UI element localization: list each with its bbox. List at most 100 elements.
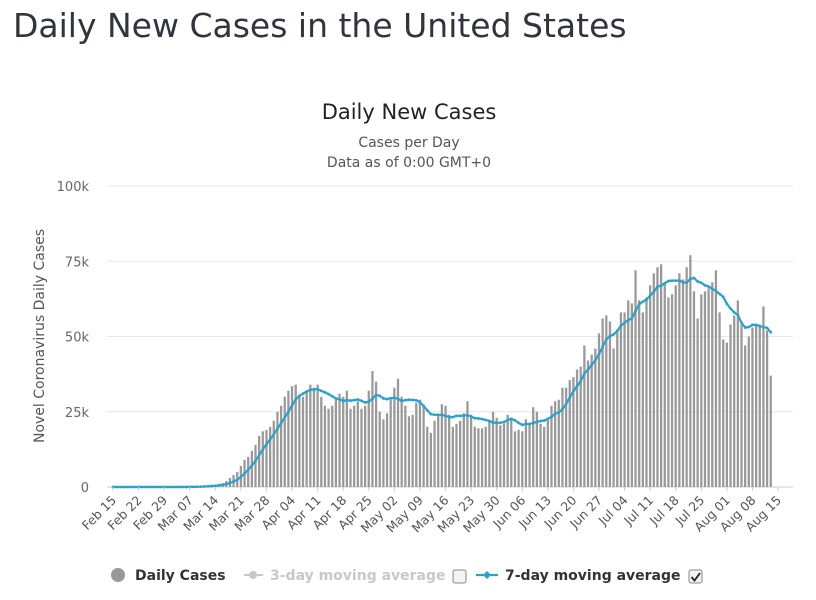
bar-daily-cases — [258, 435, 261, 487]
bar-daily-cases — [564, 387, 568, 487]
point-7-day-moving-average — [462, 414, 466, 418]
point-7-day-moving-average — [429, 412, 433, 416]
checkbox-3-day-moving-average[interactable] — [452, 569, 467, 584]
point-7-day-moving-average — [597, 352, 601, 356]
bar-daily-cases — [579, 366, 582, 487]
point-7-day-moving-average — [308, 388, 312, 392]
point-7-day-moving-average — [272, 432, 276, 436]
point-7-day-moving-average — [319, 389, 323, 393]
point-7-day-moving-average — [436, 413, 440, 417]
point-7-day-moving-average — [312, 387, 316, 391]
point-7-day-moving-average — [656, 285, 659, 289]
point-7-day-moving-average — [151, 485, 155, 489]
bar-daily-cases — [696, 318, 699, 487]
bar-daily-cases — [312, 387, 316, 487]
bar-daily-cases — [714, 270, 718, 487]
bar-daily-cases — [583, 345, 586, 487]
point-7-day-moving-average — [699, 281, 703, 285]
bar-daily-cases — [747, 336, 750, 487]
bar-daily-cases — [363, 405, 367, 487]
point-7-day-moving-average — [667, 279, 670, 283]
bar-daily-cases — [415, 402, 418, 487]
bar-daily-cases — [532, 407, 535, 487]
point-7-day-moving-average — [444, 414, 447, 418]
point-7-day-moving-average — [360, 399, 363, 403]
bar-daily-cases — [590, 354, 593, 487]
point-7-day-moving-average — [714, 289, 718, 293]
point-7-day-moving-average — [498, 421, 502, 425]
point-7-day-moving-average — [206, 484, 210, 488]
bar-daily-cases — [513, 431, 517, 487]
bar-daily-cases — [616, 330, 619, 487]
point-7-day-moving-average — [181, 485, 184, 489]
point-7-day-moving-average — [681, 280, 685, 284]
y-tick-label: 25k — [65, 406, 90, 421]
bar-daily-cases — [510, 417, 513, 487]
bar-daily-cases — [652, 273, 655, 487]
point-7-day-moving-average — [191, 485, 195, 489]
point-7-day-moving-average — [762, 325, 765, 329]
bar-daily-cases — [407, 416, 411, 487]
bar-daily-cases — [557, 399, 560, 487]
point-7-day-moving-average — [626, 318, 630, 322]
point-7-day-moving-average — [411, 398, 415, 402]
point-7-day-moving-average — [122, 485, 126, 489]
point-7-day-moving-average — [579, 379, 583, 383]
point-7-day-moving-average — [363, 401, 367, 404]
bar-daily-cases — [674, 285, 677, 487]
point-7-day-moving-average — [509, 417, 513, 421]
y-tick-label: 100k — [57, 180, 90, 195]
bar-daily-cases — [400, 396, 403, 487]
point-7-day-moving-average — [648, 294, 652, 298]
point-7-day-moving-average — [590, 363, 594, 367]
point-7-day-moving-average — [217, 483, 221, 487]
point-7-day-moving-average — [177, 485, 181, 489]
point-7-day-moving-average — [718, 292, 721, 296]
point-7-day-moving-average — [228, 481, 232, 485]
point-7-day-moving-average — [707, 285, 711, 289]
bar-daily-cases — [250, 450, 253, 487]
legend-marker-7-day-diamond — [483, 571, 491, 579]
point-7-day-moving-average — [418, 400, 422, 404]
point-7-day-moving-average — [276, 427, 279, 431]
bar-daily-cases — [247, 456, 250, 487]
bar-daily-cases — [265, 429, 268, 487]
bar-daily-cases — [601, 318, 604, 487]
point-7-day-moving-average — [382, 397, 385, 400]
bar-daily-cases — [550, 405, 553, 487]
checkmark-icon — [690, 572, 701, 582]
point-7-day-moving-average — [729, 307, 732, 310]
bar-daily-cases — [575, 369, 579, 487]
bar-daily-cases — [758, 324, 761, 487]
point-7-day-moving-average — [513, 418, 517, 422]
point-7-day-moving-average — [612, 332, 616, 336]
point-7-day-moving-average — [517, 421, 520, 425]
point-7-day-moving-average — [487, 419, 491, 423]
point-7-day-moving-average — [261, 447, 265, 451]
bar-daily-cases — [272, 420, 275, 487]
bar-daily-cases — [521, 431, 524, 487]
point-7-day-moving-average — [126, 485, 130, 489]
point-7-day-moving-average — [407, 398, 411, 402]
bar-daily-cases — [656, 267, 659, 487]
bar-daily-cases — [374, 381, 378, 487]
point-7-day-moving-average — [524, 422, 528, 426]
point-7-day-moving-average — [480, 417, 484, 421]
bar-daily-cases — [353, 405, 356, 487]
bar-daily-cases — [488, 420, 491, 487]
checkbox-7-day-moving-average[interactable] — [688, 569, 703, 584]
bar-daily-cases — [539, 423, 542, 487]
point-7-day-moving-average — [159, 485, 162, 489]
point-7-day-moving-average — [455, 414, 458, 418]
point-7-day-moving-average — [546, 417, 550, 421]
point-7-day-moving-average — [195, 485, 199, 489]
point-7-day-moving-average — [371, 397, 374, 401]
point-7-day-moving-average — [677, 279, 681, 283]
point-7-day-moving-average — [148, 485, 151, 489]
point-7-day-moving-average — [582, 372, 586, 375]
bar-daily-cases — [605, 315, 608, 487]
bar-daily-cases — [422, 405, 425, 487]
point-7-day-moving-average — [542, 419, 546, 422]
point-7-day-moving-average — [634, 309, 637, 313]
bar-daily-cases — [404, 405, 407, 487]
